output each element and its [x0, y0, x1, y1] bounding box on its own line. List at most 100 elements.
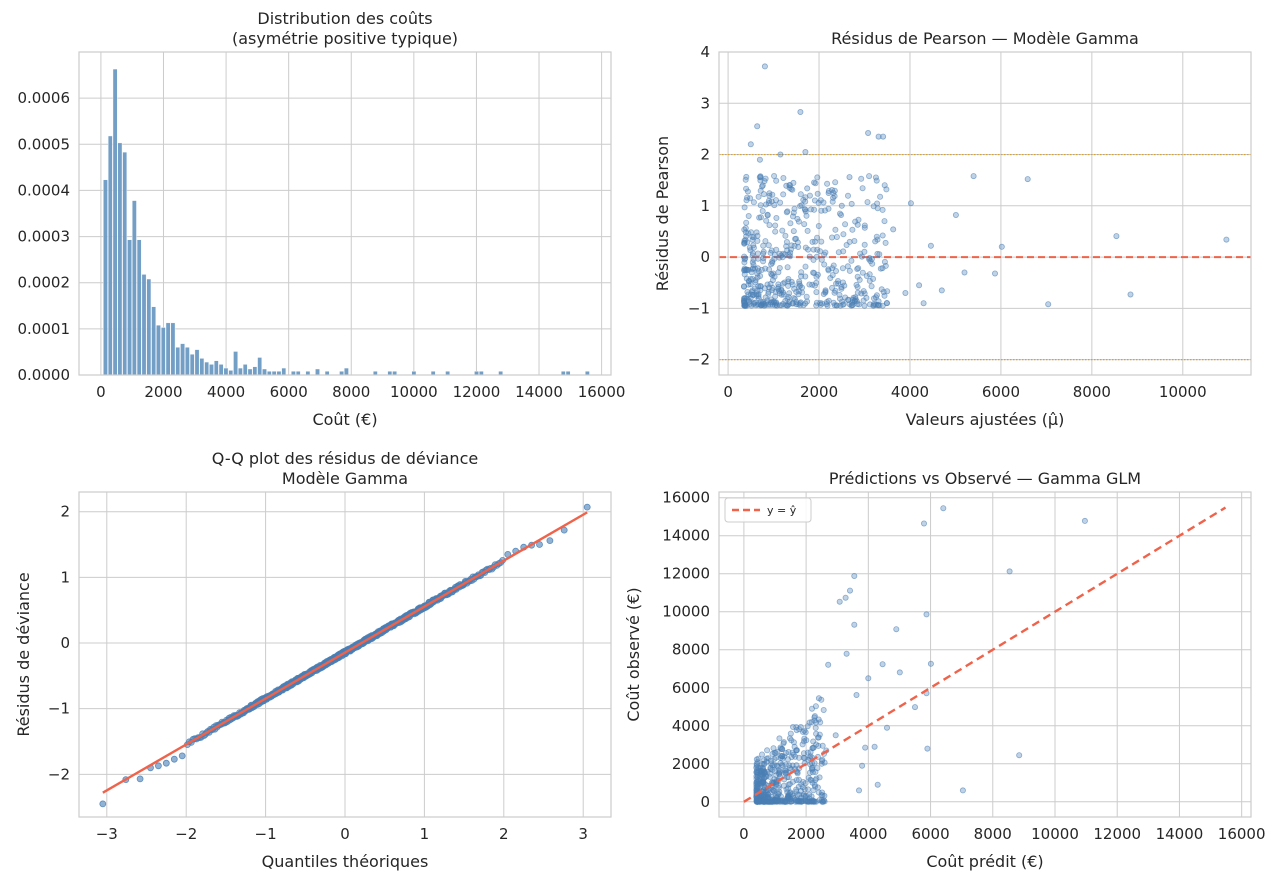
data-point	[871, 743, 878, 750]
data-point	[793, 777, 800, 784]
data-point	[785, 793, 792, 800]
histogram-bar	[233, 351, 238, 376]
data-point	[795, 283, 802, 290]
y-tick-label: 14000	[662, 527, 710, 545]
data-point	[818, 256, 825, 263]
x-tick-label: 10000	[1159, 383, 1207, 401]
data-point	[804, 723, 811, 730]
data-point	[877, 193, 884, 200]
data-point	[790, 739, 797, 746]
chart-title: Distribution des coûts	[257, 9, 432, 28]
data-point	[771, 202, 778, 209]
data-point	[757, 283, 764, 290]
data-point	[782, 761, 789, 768]
x-tick-label: 8000	[974, 825, 1012, 843]
data-point	[789, 300, 796, 307]
data-point	[860, 297, 867, 304]
data-point	[876, 251, 883, 258]
data-point	[940, 505, 947, 512]
y-tick-label: 0.0001	[18, 320, 71, 338]
legend-label: y = ŷ	[767, 504, 797, 517]
data-point	[849, 226, 856, 233]
data-point	[755, 193, 762, 200]
data-point	[766, 222, 773, 229]
data-point	[769, 284, 776, 291]
data-point	[804, 797, 811, 804]
data-point	[808, 719, 815, 726]
data-point	[773, 246, 780, 253]
legend: y = ŷ	[724, 497, 812, 523]
data-point	[773, 177, 780, 184]
chart-title: Résidus de Pearson — Modèle Gamma	[831, 29, 1139, 48]
data-point	[804, 298, 811, 305]
data-point	[754, 250, 761, 257]
data-point	[882, 239, 889, 246]
histogram-bar	[165, 322, 171, 376]
data-point	[916, 282, 923, 289]
data-point	[838, 202, 845, 209]
data-point	[801, 221, 808, 228]
data-point	[749, 259, 756, 266]
histogram-bar	[136, 239, 142, 376]
data-point	[825, 661, 832, 668]
data-point	[961, 269, 968, 276]
data-point	[754, 270, 761, 277]
data-point	[583, 503, 591, 511]
y-tick-label: 8000	[672, 641, 710, 659]
data-point	[801, 727, 808, 734]
histogram-bar	[112, 68, 118, 376]
x-tick-label: 3	[578, 825, 588, 843]
y-tick-label: 0.0006	[18, 89, 71, 107]
data-point	[846, 174, 853, 181]
data-point	[773, 754, 780, 761]
data-point	[802, 206, 809, 213]
axes-frame	[718, 491, 1252, 818]
y-tick-label: 0.0004	[18, 181, 71, 199]
histogram-bar	[156, 324, 161, 376]
data-point	[793, 747, 800, 754]
data-point	[838, 284, 845, 291]
data-point	[804, 185, 811, 192]
data-point	[890, 226, 897, 233]
data-point	[829, 265, 836, 272]
data-point	[536, 541, 543, 548]
y-tick-label: −2	[688, 351, 710, 369]
data-point	[749, 233, 756, 240]
data-point	[747, 275, 754, 282]
data-point	[823, 301, 830, 308]
y-tick-label: 2000	[672, 755, 710, 773]
data-point	[881, 218, 888, 225]
y-tick-label: 0	[700, 248, 710, 266]
data-point	[800, 779, 807, 786]
data-point	[760, 191, 767, 198]
data-point	[907, 200, 914, 207]
data-point	[845, 296, 852, 303]
data-point	[849, 296, 856, 303]
x-tick-label: −2	[175, 825, 197, 843]
data-point	[755, 255, 762, 262]
y-tick-label: 6000	[672, 679, 710, 697]
data-point	[817, 248, 824, 255]
x-tick-label: 14000	[515, 383, 563, 401]
data-point	[753, 229, 760, 236]
data-point	[827, 274, 834, 281]
data-point	[821, 261, 828, 268]
data-point	[802, 198, 809, 205]
data-point	[921, 520, 928, 527]
histogram-bar	[257, 357, 262, 376]
data-point	[765, 290, 772, 297]
data-point	[859, 269, 866, 276]
data-point	[870, 203, 877, 210]
data-point	[884, 288, 891, 295]
data-point	[864, 199, 871, 206]
histogram-bar	[132, 200, 137, 376]
data-point	[857, 250, 864, 257]
data-point	[825, 187, 832, 194]
histogram-bar	[204, 361, 209, 376]
data-point	[787, 249, 794, 256]
x-tick-label: 0	[739, 825, 749, 843]
data-point	[835, 249, 842, 256]
data-point	[822, 288, 829, 295]
data-point	[959, 787, 966, 794]
data-point	[771, 172, 778, 179]
